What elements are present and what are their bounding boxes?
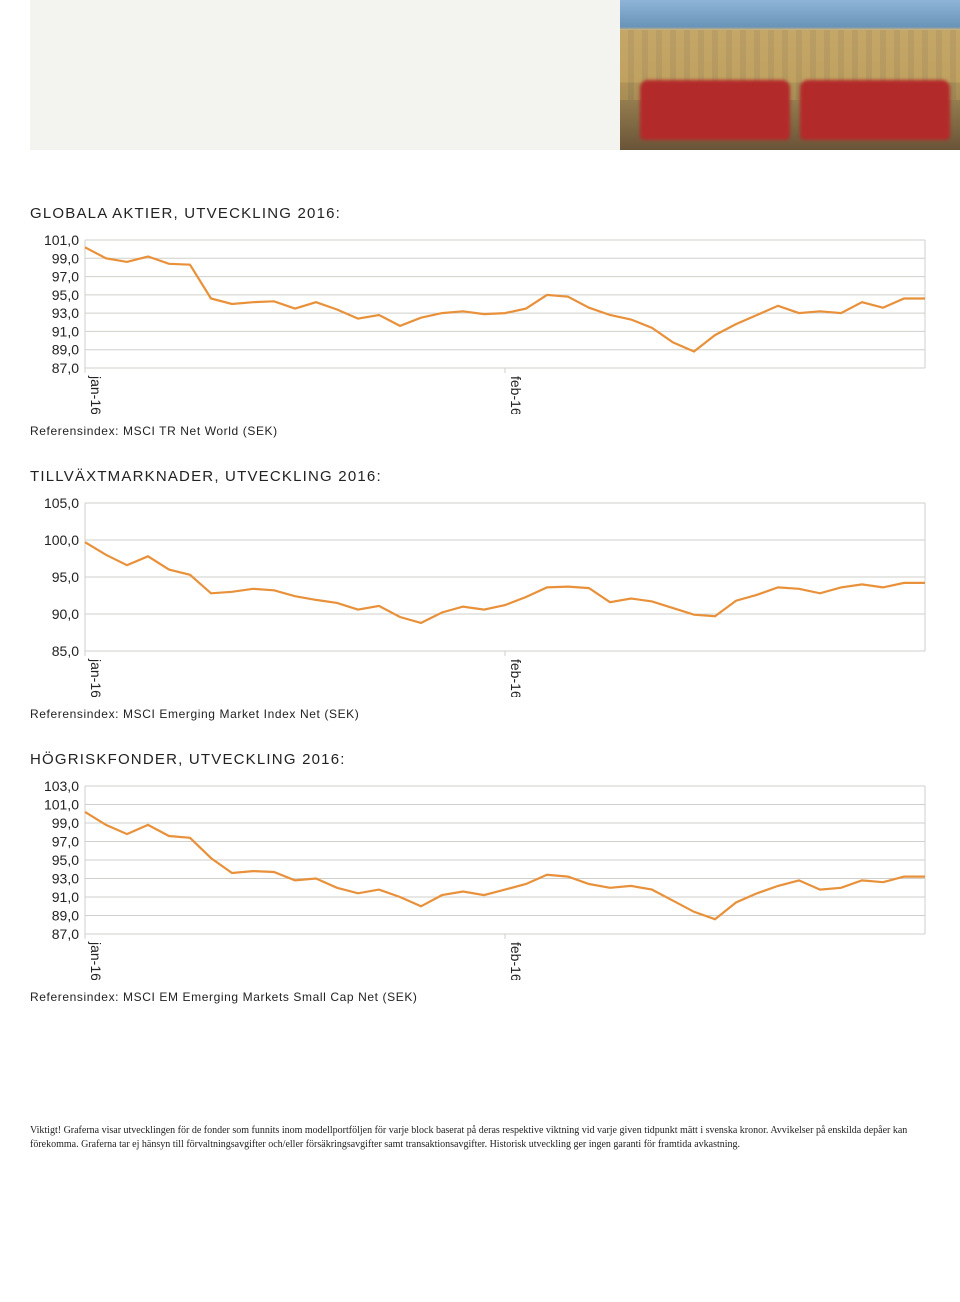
svg-text:91,0: 91,0	[52, 889, 79, 905]
svg-text:99,0: 99,0	[52, 250, 79, 266]
svg-text:feb-16: feb-16	[508, 659, 524, 697]
svg-text:feb-16: feb-16	[508, 376, 524, 414]
svg-text:103,0: 103,0	[44, 780, 79, 794]
header-row	[30, 0, 960, 150]
svg-text:93,0: 93,0	[52, 871, 79, 887]
svg-text:101,0: 101,0	[44, 797, 79, 813]
svg-text:95,0: 95,0	[52, 569, 79, 585]
chart2: 105,0 100,0 95,0 90,0 85,0 jan-16 feb-16	[30, 497, 960, 697]
chart1-svg: 101,0 99,0 97,0 95,0 93,0 91,0 89,0 87,0 jan-16 f…	[30, 234, 940, 414]
svg-text:feb-16: feb-16	[508, 942, 524, 980]
header-photo	[620, 0, 960, 150]
svg-text:97,0: 97,0	[52, 269, 79, 285]
svg-text:97,0: 97,0	[52, 834, 79, 850]
svg-text:89,0: 89,0	[52, 342, 79, 358]
svg-text:89,0: 89,0	[52, 908, 79, 924]
svg-text:85,0: 85,0	[52, 643, 79, 659]
svg-text:105,0: 105,0	[44, 497, 79, 511]
svg-text:90,0: 90,0	[52, 606, 79, 622]
chart3-svg: 103,0 101,0 99,0 97,0 95,0 93,0 91,0 89,0 87,0 ja…	[30, 780, 940, 980]
svg-text:jan-16: jan-16	[88, 658, 104, 697]
chart2-title: TILLVÄXTMARKNADER, UTVECKLING 2016:	[30, 468, 960, 485]
svg-text:87,0: 87,0	[52, 926, 79, 942]
chart3-title: HÖGRISKFONDER, UTVECKLING 2016:	[30, 751, 960, 768]
chart2-ref: Referensindex: MSCI Emerging Market Inde…	[30, 707, 960, 721]
footnote: Viktigt! Graferna visar utvecklingen för…	[30, 1124, 960, 1151]
svg-text:jan-16: jan-16	[88, 375, 104, 414]
svg-text:95,0: 95,0	[52, 852, 79, 868]
svg-text:87,0: 87,0	[52, 360, 79, 376]
svg-text:95,0: 95,0	[52, 287, 79, 303]
svg-text:jan-16: jan-16	[88, 941, 104, 980]
chart1: 101,0 99,0 97,0 95,0 93,0 91,0 89,0 87,0 jan-16 f…	[30, 234, 960, 414]
svg-text:91,0: 91,0	[52, 323, 79, 339]
svg-text:101,0: 101,0	[44, 234, 79, 248]
chart1-title: GLOBALA AKTIER, UTVECKLING 2016:	[30, 205, 960, 222]
svg-text:100,0: 100,0	[44, 532, 79, 548]
chart2-svg: 105,0 100,0 95,0 90,0 85,0 jan-16 feb-16	[30, 497, 940, 697]
svg-text:99,0: 99,0	[52, 815, 79, 831]
svg-text:93,0: 93,0	[52, 305, 79, 321]
chart1-ref: Referensindex: MSCI TR Net World (SEK)	[30, 424, 960, 438]
chart3: 103,0 101,0 99,0 97,0 95,0 93,0 91,0 89,0 87,0 ja…	[30, 780, 960, 980]
header-grey-block	[30, 0, 620, 150]
chart3-ref: Referensindex: MSCI EM Emerging Markets …	[30, 990, 960, 1004]
